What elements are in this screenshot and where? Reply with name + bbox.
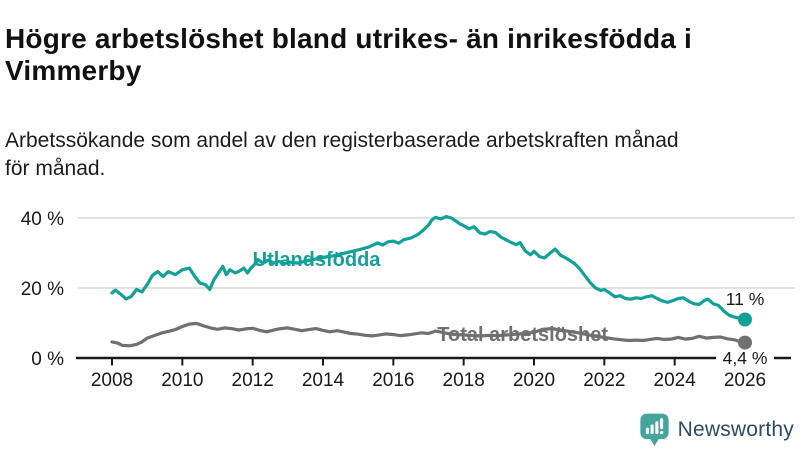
y-axis-label-20: 20 %	[21, 279, 64, 300]
annotation-4-4: 4,4 %	[723, 348, 768, 368]
newsworthy-logo[interactable]: Newsworthy	[639, 411, 794, 449]
line-chart: 0 % 20 % 40 % 2008 2010 2012 2014 2016 2018 2020 2…	[0, 185, 800, 400]
x-axis-label-2024: 2024	[654, 370, 697, 391]
series-line-utlandsf-dda	[110, 215, 747, 322]
chart-canvas: 0 % 20 % 40 % 2008 2010 2012 2014 2016 2018 2020 2…	[21, 209, 795, 391]
annotation-bg-4-4	[716, 349, 774, 367]
annotation-11: 11 %	[726, 289, 765, 309]
x-axis-label-2012: 2012	[232, 370, 274, 391]
y-axis-label-0: 0 %	[31, 349, 64, 370]
newsworthy-chart-bubble-icon	[639, 413, 669, 446]
chart-subtitle: Arbetssökande som andel av den registerb…	[5, 129, 679, 180]
newsworthy-logo-text: Newsworthy	[677, 418, 794, 441]
series-end-dot-utlandsf-dda	[738, 312, 752, 327]
x-axis-label-2014: 2014	[302, 370, 345, 391]
y-axis-label-40: 40 %	[21, 209, 64, 230]
annotation-total-arbetsl-shet: Total arbetslöshet	[437, 324, 608, 346]
annotation-utlandsf-dda: Utlandsfödda	[253, 249, 382, 271]
x-axis-label-2018: 2018	[443, 370, 485, 391]
x-axis-label-2020: 2020	[513, 370, 555, 391]
series-end-dot-total-arbetsl-shet	[738, 335, 752, 350]
x-axis-label-2010: 2010	[161, 370, 203, 391]
x-axis-label-2022: 2022	[583, 370, 625, 391]
x-axis-label-2008: 2008	[91, 370, 133, 391]
x-axis-label-2016: 2016	[372, 370, 414, 391]
x-axis-label-2026: 2026	[724, 370, 766, 391]
page-title: Högre arbetslöshet bland utrikes- än inr…	[5, 22, 693, 86]
series-line-total-arbetsl-shet	[110, 321, 747, 348]
